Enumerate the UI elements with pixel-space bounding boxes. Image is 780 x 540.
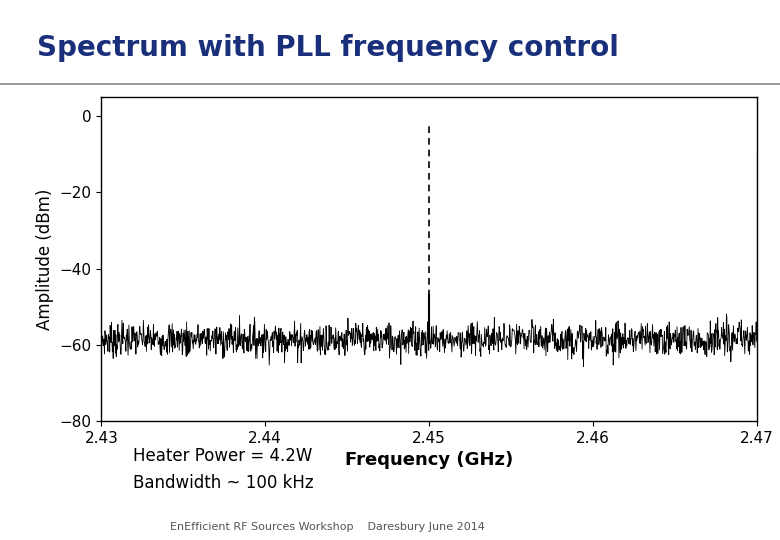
Text: Heater Power = 4.2W: Heater Power = 4.2W xyxy=(133,447,312,465)
Text: Bandwidth ~ 100 kHz: Bandwidth ~ 100 kHz xyxy=(133,474,314,492)
Y-axis label: Amplitude (dBm): Amplitude (dBm) xyxy=(36,188,54,330)
Text: EnEfficient RF Sources Workshop    Daresbury June 2014: EnEfficient RF Sources Workshop Daresbur… xyxy=(170,522,485,531)
X-axis label: Frequency (GHz): Frequency (GHz) xyxy=(345,451,513,469)
Text: Spectrum with PLL frequency control: Spectrum with PLL frequency control xyxy=(37,35,619,63)
